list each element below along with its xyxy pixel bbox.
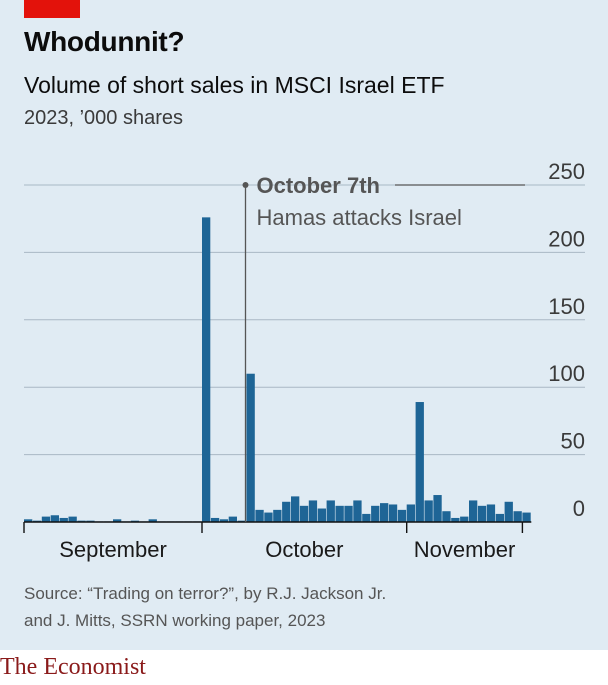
event-description-label: Hamas attacks Israel — [257, 205, 462, 230]
economist-logo-text: The Economist — [0, 654, 146, 680]
bar — [486, 504, 496, 522]
bar — [477, 505, 487, 522]
bar — [299, 505, 309, 522]
source-line-1: Source: “Trading on terror?”, by R.J. Ja… — [24, 584, 387, 603]
bar — [415, 402, 424, 522]
x-tick-label: October — [265, 537, 343, 562]
x-axis: September October November — [23, 521, 532, 562]
bar — [362, 513, 371, 522]
bar — [353, 500, 362, 522]
bar — [308, 500, 318, 522]
bar — [210, 517, 220, 522]
bar — [442, 511, 451, 522]
bar — [513, 511, 522, 522]
x-tick-label: September — [59, 537, 167, 562]
gridlines: 0 50 100 150 200 250 — [24, 159, 585, 521]
bar — [504, 501, 513, 522]
bar — [433, 495, 442, 522]
chart-title: Whodunnit? — [24, 26, 185, 57]
bar-chart: 0 50 100 150 200 250 September October November… — [23, 159, 585, 562]
bar — [228, 516, 237, 522]
y-tick-label: 200 — [548, 226, 585, 251]
chart-subtitle: Volume of short sales in MSCI Israel ETF — [24, 72, 445, 98]
brand-red-tag — [24, 0, 80, 18]
bar — [326, 500, 335, 522]
bar — [148, 519, 157, 522]
bar — [451, 517, 460, 522]
x-tick-label: November — [414, 537, 515, 562]
bar — [291, 496, 300, 522]
bar — [495, 513, 504, 522]
chart-units: 2023, ’000 shares — [24, 107, 184, 129]
bar — [68, 516, 77, 522]
bar — [469, 500, 478, 522]
bar — [388, 504, 398, 522]
bar — [317, 508, 326, 522]
bar — [522, 512, 531, 522]
source-line-2: and J. Mitts, SSRN working paper, 2023 — [24, 611, 326, 630]
chart-panel — [0, 0, 608, 650]
bar — [202, 217, 211, 522]
event-date-label: October 7th — [257, 173, 380, 198]
bar — [397, 509, 407, 522]
bar — [50, 515, 59, 522]
bar — [255, 509, 264, 522]
y-tick-label: 150 — [548, 294, 585, 319]
bar — [219, 519, 229, 522]
y-tick-label: 0 — [573, 496, 585, 521]
bar — [335, 505, 344, 522]
event-marker-dot — [242, 182, 249, 188]
bar — [113, 519, 122, 522]
y-tick-label: 250 — [548, 159, 585, 184]
bar — [41, 516, 51, 522]
bar — [424, 500, 433, 522]
bar — [282, 501, 291, 522]
y-tick-label: 100 — [548, 361, 585, 386]
bar — [380, 503, 389, 522]
bars — [24, 217, 531, 522]
source-note: Source: “Trading on terror?”, by R.J. Ja… — [24, 580, 444, 634]
annotation: October 7th Hamas attacks Israel — [242, 173, 525, 522]
bar — [406, 504, 415, 522]
bar — [460, 516, 469, 522]
bar — [246, 373, 255, 522]
bar — [24, 519, 33, 522]
bar — [59, 517, 68, 522]
y-tick-label: 50 — [561, 429, 585, 454]
bar — [273, 509, 282, 522]
bar — [264, 512, 273, 522]
bar — [344, 505, 353, 522]
bar — [371, 505, 380, 522]
